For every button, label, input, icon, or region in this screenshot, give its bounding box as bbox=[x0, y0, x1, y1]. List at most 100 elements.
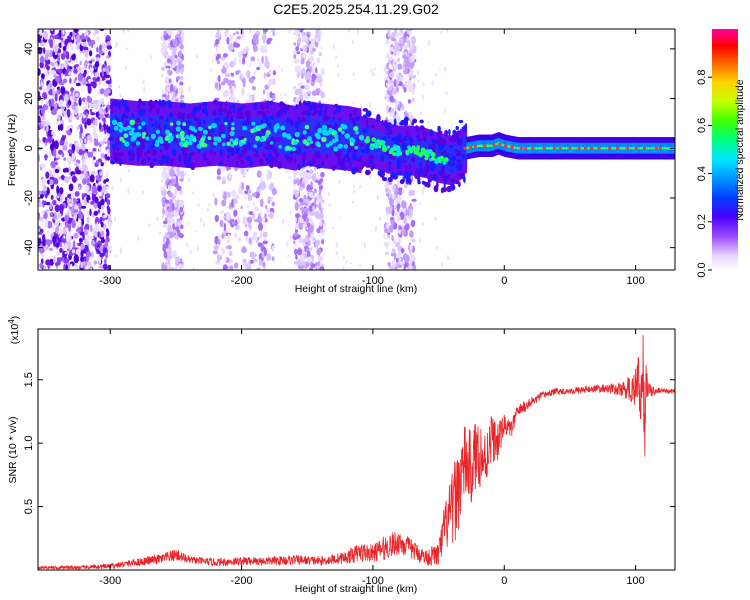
spectrogram-band-blob bbox=[195, 132, 202, 140]
spectrogram-band-blob bbox=[124, 103, 128, 107]
spectrogram-noise-blob bbox=[298, 210, 301, 214]
spectrogram-noise-blob bbox=[410, 219, 416, 228]
spectrogram-noise-blob bbox=[104, 153, 108, 161]
spectrogram-noise-blob bbox=[298, 237, 305, 244]
spectrogram-peak-dot bbox=[431, 156, 436, 161]
spectrogram-noise-blob bbox=[160, 186, 166, 191]
spectrogram-noise-blob bbox=[44, 70, 47, 76]
spectrogram-band-blob bbox=[336, 105, 342, 113]
colorbar-tick-label: 0.6 bbox=[696, 118, 708, 133]
spectrogram-noise-blob bbox=[421, 94, 424, 100]
spectrogram-band-blob bbox=[377, 170, 383, 177]
spectrogram-noise-blob bbox=[161, 73, 164, 78]
spectrogram-noise-blob bbox=[266, 207, 270, 214]
spectrogram-noise-blob bbox=[434, 216, 437, 222]
spectrogram-noise-blob bbox=[342, 255, 346, 260]
spectrogram-noise-blob bbox=[99, 122, 102, 130]
spectrogram-band-blob bbox=[108, 136, 114, 141]
spectrogram-noise-blob bbox=[45, 202, 51, 206]
spectrogram-noise-blob bbox=[71, 36, 74, 40]
spectrogram-noise-blob bbox=[310, 38, 313, 42]
spectrogram-band-blob bbox=[408, 135, 413, 141]
spectrogram-band-blob bbox=[401, 159, 407, 164]
spectrogram-noise-blob bbox=[46, 84, 50, 93]
spectrogram-noise-blob bbox=[228, 172, 232, 179]
spectrogram-noise-blob bbox=[103, 258, 107, 264]
spectrogram-noise-blob bbox=[404, 63, 408, 69]
spectrogram-noise-blob bbox=[186, 222, 189, 225]
spectrogram-noise-blob bbox=[298, 222, 304, 230]
spectrogram-noise-blob bbox=[262, 231, 268, 238]
spectrogram-noise-blob bbox=[297, 179, 301, 187]
spectrogram-noise-blob bbox=[101, 45, 107, 53]
spectrogram-band-core bbox=[215, 115, 218, 152]
spectrogram-peak-dot bbox=[198, 126, 203, 132]
spectrogram-band-blob bbox=[240, 160, 245, 165]
spectrogram-band-peak bbox=[657, 147, 660, 150]
spectrogram-noise-blob bbox=[266, 172, 270, 181]
spectrogram-noise-blob bbox=[266, 91, 269, 98]
spectrogram-noise-blob bbox=[224, 256, 227, 262]
spectrogram-band-blob bbox=[354, 108, 357, 116]
spectrogram-noise-blob bbox=[91, 42, 94, 49]
spectrogram-band-peak bbox=[575, 147, 578, 150]
spectrogram-noise-blob bbox=[219, 254, 223, 260]
spectrogram-noise-blob bbox=[298, 198, 304, 203]
spectrogram-noise-blob bbox=[103, 71, 107, 77]
spectrogram-noise-blob bbox=[385, 96, 390, 102]
spectrogram-noise-blob bbox=[302, 187, 305, 190]
spectrogram-noise-blob bbox=[398, 32, 403, 36]
spectrogram-noise-blob bbox=[302, 53, 307, 58]
spectrogram-band-blob bbox=[194, 105, 200, 113]
spectrogram-peak-dot bbox=[208, 125, 212, 130]
spectrogram-peak-dot bbox=[504, 144, 508, 148]
spectrogram-band-blob bbox=[388, 135, 391, 139]
spectrogram-noise-blob bbox=[170, 250, 177, 258]
spectrogram-band-blob bbox=[226, 109, 233, 115]
spectrogram-peak-dot bbox=[185, 134, 190, 140]
spectrogram-peak-dot bbox=[442, 160, 447, 165]
spectrogram-noise-blob bbox=[79, 213, 83, 220]
spectrogram-noise-blob bbox=[89, 224, 93, 233]
spectrogram-peak-dot bbox=[343, 144, 349, 149]
spectrogram-peak-dot bbox=[141, 121, 146, 126]
spectrogram-band-blob bbox=[180, 102, 186, 109]
spectrogram-noise-blob bbox=[390, 217, 394, 221]
spectrogram-band-core bbox=[312, 116, 315, 152]
spectrogram-noise-blob bbox=[359, 184, 362, 189]
spectrogram-band-peak bbox=[509, 145, 512, 148]
spectrogram-band-peak bbox=[572, 147, 575, 150]
spectrogram-band-blob bbox=[294, 121, 299, 129]
spectrogram-noise-blob bbox=[86, 210, 90, 217]
spectrogram-band-peak bbox=[507, 145, 510, 148]
spectrogram-noise-blob bbox=[316, 193, 319, 198]
spectrogram-noise-blob bbox=[175, 175, 179, 184]
spectrogram-peak-dot bbox=[126, 126, 131, 130]
spectrogram-band-core bbox=[211, 116, 214, 152]
spectrogram-noise-blob bbox=[241, 73, 244, 79]
spectrogram-noise-blob bbox=[81, 218, 85, 226]
spectrogram-noise-blob bbox=[252, 213, 256, 220]
spectrogram-noise-blob bbox=[51, 130, 54, 136]
spectrogram-noise-blob bbox=[88, 199, 91, 203]
spectrogram-noise-blob bbox=[72, 197, 77, 203]
spectrogram-noise-blob bbox=[45, 49, 51, 54]
spectrogram-noise-blob bbox=[84, 184, 90, 192]
spectrogram-noise-blob bbox=[98, 146, 101, 152]
spectrogram-noise-blob bbox=[315, 88, 321, 94]
spectrogram-noise-blob bbox=[71, 46, 74, 51]
spectrogram-noise-blob bbox=[105, 228, 109, 233]
spectrogram-noise-blob bbox=[93, 103, 97, 108]
spectrogram-band-peak bbox=[538, 147, 542, 150]
spectrogram-peak-dot bbox=[344, 133, 351, 139]
spectrogram-noise-blob bbox=[446, 29, 449, 34]
spectrogram-noise-blob bbox=[81, 193, 85, 201]
spectrogram-noise-blob bbox=[73, 68, 78, 74]
spectrogram-noise-blob bbox=[256, 188, 260, 193]
spectrogram-noise-blob bbox=[78, 202, 82, 211]
spectrogram-noise-blob bbox=[93, 156, 96, 161]
spectrogram-band-blob bbox=[461, 153, 466, 160]
spectrogram-noise-blob bbox=[259, 210, 262, 217]
spectrogram-noise-blob bbox=[235, 70, 241, 74]
